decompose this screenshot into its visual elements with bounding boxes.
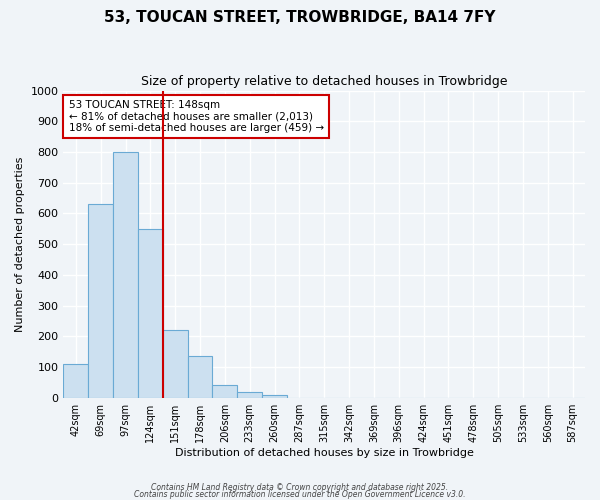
Bar xyxy=(163,330,188,398)
Y-axis label: Number of detached properties: Number of detached properties xyxy=(15,156,25,332)
Text: Contains HM Land Registry data © Crown copyright and database right 2025.: Contains HM Land Registry data © Crown c… xyxy=(151,484,449,492)
Bar xyxy=(212,385,237,398)
Bar xyxy=(113,152,138,398)
Text: Contains public sector information licensed under the Open Government Licence v3: Contains public sector information licen… xyxy=(134,490,466,499)
Bar xyxy=(188,356,212,398)
Bar xyxy=(262,394,287,398)
Bar xyxy=(64,364,88,398)
X-axis label: Distribution of detached houses by size in Trowbridge: Distribution of detached houses by size … xyxy=(175,448,473,458)
Bar xyxy=(138,229,163,398)
Bar xyxy=(237,392,262,398)
Text: 53, TOUCAN STREET, TROWBRIDGE, BA14 7FY: 53, TOUCAN STREET, TROWBRIDGE, BA14 7FY xyxy=(104,10,496,25)
Title: Size of property relative to detached houses in Trowbridge: Size of property relative to detached ho… xyxy=(141,75,508,88)
Text: 53 TOUCAN STREET: 148sqm
← 81% of detached houses are smaller (2,013)
18% of sem: 53 TOUCAN STREET: 148sqm ← 81% of detach… xyxy=(68,100,324,133)
Bar xyxy=(88,204,113,398)
